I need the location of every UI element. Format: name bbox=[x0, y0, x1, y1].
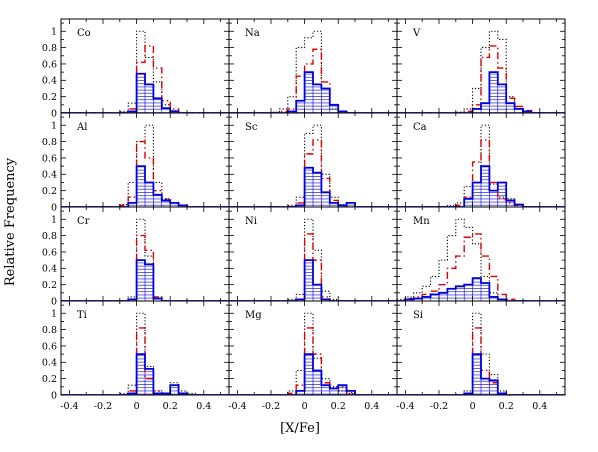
y-tick-label: 0.4 bbox=[42, 76, 57, 87]
x-tick-label: -0.4 bbox=[60, 401, 78, 412]
y-tick-label: 0.6 bbox=[42, 153, 57, 164]
panel-mn: Mn bbox=[396, 206, 566, 302]
panel-label: Ti bbox=[77, 310, 87, 321]
y-tick-label: 1 bbox=[51, 121, 57, 132]
series-solid-line bbox=[61, 353, 229, 395]
y-tick-label: 1 bbox=[51, 309, 57, 320]
series-solid-line bbox=[61, 259, 229, 301]
x-tick-label: -0.2 bbox=[430, 401, 448, 412]
series-solid-line bbox=[397, 165, 565, 207]
series-dashed-line bbox=[397, 139, 565, 207]
y-tick-label: 0.8 bbox=[42, 137, 57, 148]
y-tick-label: 0.4 bbox=[42, 170, 57, 181]
panel-label: Ca bbox=[413, 122, 427, 133]
y-tick-label: 0.2 bbox=[42, 92, 57, 103]
series-dashed-line bbox=[229, 139, 397, 207]
panel-ca: Ca bbox=[396, 112, 566, 208]
panel-ti: 0 0.2 0.4 0.6 0.8 1 Ti bbox=[42, 300, 230, 401]
series-dotted-line bbox=[229, 312, 397, 395]
panel-label: V bbox=[412, 28, 421, 39]
x-tick-label: 0.4 bbox=[532, 401, 547, 412]
y-tick-label: 0 bbox=[51, 202, 57, 213]
x-tick-label: 0.2 bbox=[331, 401, 346, 412]
x-tick-label: 0 bbox=[302, 401, 308, 412]
y-tick-label: 0.6 bbox=[42, 247, 57, 258]
series-solid-line bbox=[397, 277, 565, 301]
y-tick-label: 0.2 bbox=[42, 280, 57, 291]
panel-co: 0 0.2 0.4 0.6 0.8 1 Co bbox=[42, 18, 230, 119]
panel-label: Sc bbox=[245, 122, 258, 133]
series-solid-line bbox=[229, 353, 397, 395]
panel-ni: Ni bbox=[228, 206, 398, 302]
panel-label: Na bbox=[245, 28, 260, 39]
panel-label: Cr bbox=[77, 216, 90, 227]
x-tick-label: 0.4 bbox=[196, 401, 211, 412]
x-tick-label: -0.2 bbox=[262, 401, 280, 412]
series-solid-line bbox=[229, 259, 397, 301]
series-dashed-line bbox=[229, 233, 397, 301]
series-solid-line bbox=[61, 72, 229, 113]
series-solid-line bbox=[397, 71, 565, 113]
panel-label: Ni bbox=[245, 216, 257, 227]
panel-al: 0 0.2 0.4 0.6 0.8 1 Al bbox=[42, 112, 230, 213]
y-tick-label: 0 bbox=[51, 390, 57, 401]
x-tick-label: 0 bbox=[470, 401, 476, 412]
panel-mg: Mg bbox=[228, 300, 398, 396]
y-tick-label: 0.2 bbox=[42, 374, 57, 385]
panel-label: Co bbox=[77, 28, 91, 39]
y-tick-label: 0.2 bbox=[42, 186, 57, 197]
panel-frame bbox=[396, 300, 566, 396]
y-tick-label: 0.8 bbox=[42, 325, 57, 336]
y-axis-label: Relative Frequency bbox=[3, 157, 18, 286]
x-tick-labels: -0.4 -0.2 0 0.2 0.4 -0.4 -0.2 0 0.2 0.4 -0.4 -0.2 0 0… bbox=[60, 401, 547, 412]
panel-na: Na bbox=[228, 18, 398, 114]
series-solid-line bbox=[229, 166, 397, 207]
x-axis-label: [X/Fe] bbox=[280, 421, 320, 436]
y-tick-label: 0.6 bbox=[42, 341, 57, 352]
x-tick-label: 0.2 bbox=[499, 401, 514, 412]
y-tick-label: 0 bbox=[51, 296, 57, 307]
panel-sc: Sc bbox=[228, 112, 398, 208]
y-tick-label: 0 bbox=[51, 108, 57, 119]
panel-v: V bbox=[396, 18, 566, 114]
x-tick-label: -0.4 bbox=[396, 401, 414, 412]
series-dotted-line bbox=[397, 30, 565, 113]
panel-label: Mn bbox=[413, 216, 430, 227]
series-dashed-line bbox=[61, 140, 229, 207]
series-solid-line bbox=[397, 353, 565, 395]
panel-si: Si bbox=[396, 300, 566, 396]
y-tick-label: 0.4 bbox=[42, 264, 57, 275]
x-tick-label: -0.4 bbox=[228, 401, 246, 412]
x-tick-label: 0 bbox=[134, 401, 140, 412]
series-solid-line bbox=[61, 165, 229, 207]
panel-cr: 0 0.2 0.4 0.6 0.8 1 Cr bbox=[42, 206, 230, 307]
series-dotted-line bbox=[61, 124, 229, 207]
x-tick-label: -0.2 bbox=[94, 401, 112, 412]
y-tick-label: 1 bbox=[51, 27, 57, 38]
y-tick-label: 0.8 bbox=[42, 231, 57, 242]
y-tick-label: 0.8 bbox=[42, 43, 57, 54]
x-tick-label: 0.4 bbox=[364, 401, 379, 412]
series-dashed-line bbox=[61, 45, 229, 113]
series-dotted-line bbox=[61, 312, 229, 395]
series-solid-line bbox=[229, 71, 397, 113]
panels-layer: 0 0.2 0.4 0.6 0.8 1 Co Na V 0 0.2 0.4 0.6 0.8 1 Al Sc Ca 0… bbox=[42, 18, 566, 401]
series-dashed-line bbox=[397, 233, 565, 301]
y-tick-label: 1 bbox=[51, 215, 57, 226]
panel-label: Al bbox=[76, 122, 87, 133]
y-tick-label: 0.6 bbox=[42, 59, 57, 70]
x-tick-label: 0.2 bbox=[163, 401, 178, 412]
panel-label: Si bbox=[413, 310, 423, 321]
y-tick-label: 0.4 bbox=[42, 358, 57, 369]
panel-label: Mg bbox=[245, 310, 262, 321]
